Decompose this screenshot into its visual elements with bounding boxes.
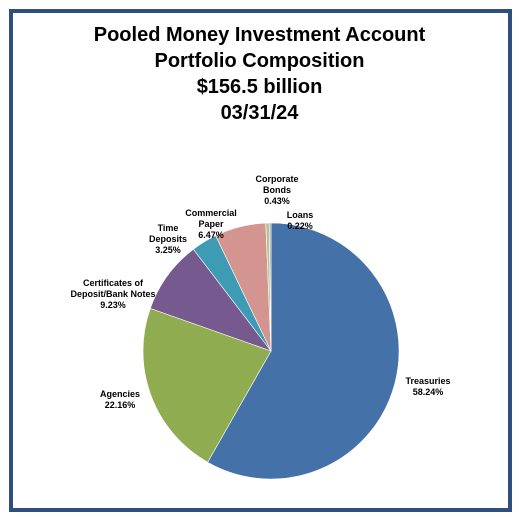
slice-label-certificates-of-deposit-bank-notes: Certificates of Deposit/Bank Notes 9.23% [70,278,155,310]
pie-slices [142,222,400,480]
slice-label-commercial-paper: Commercial Paper 6.47% [185,208,237,240]
chart-subtitle-line-2: $156.5 billion [196,76,323,98]
chart-title-block: Pooled Money Investment Account Portfoli… [0,22,519,126]
chart-subtitle-line-3: 03/31/24 [220,102,299,124]
pie-labels: Treasuries 58.24% Agencies 22.16% Certificat… [70,174,450,410]
slice-label-treasuries: Treasuries 58.24% [405,376,450,397]
chart-title: Pooled Money Investment Account [93,24,426,46]
chart-subtitle-line-1: Portfolio Composition [154,50,365,72]
pie-slice-agencies [142,308,272,463]
slice-label-agencies: Agencies 22.16% [100,389,140,410]
slice-label-loans: Loans 0.22% [287,210,314,231]
pie-slice-loans [268,222,272,352]
slice-label-corporate-bonds: Corporate Bonds 0.43% [255,174,298,206]
slice-label-time-deposits: Time Deposits 3.25% [149,223,187,255]
pie-slice-treasuries [207,222,400,480]
